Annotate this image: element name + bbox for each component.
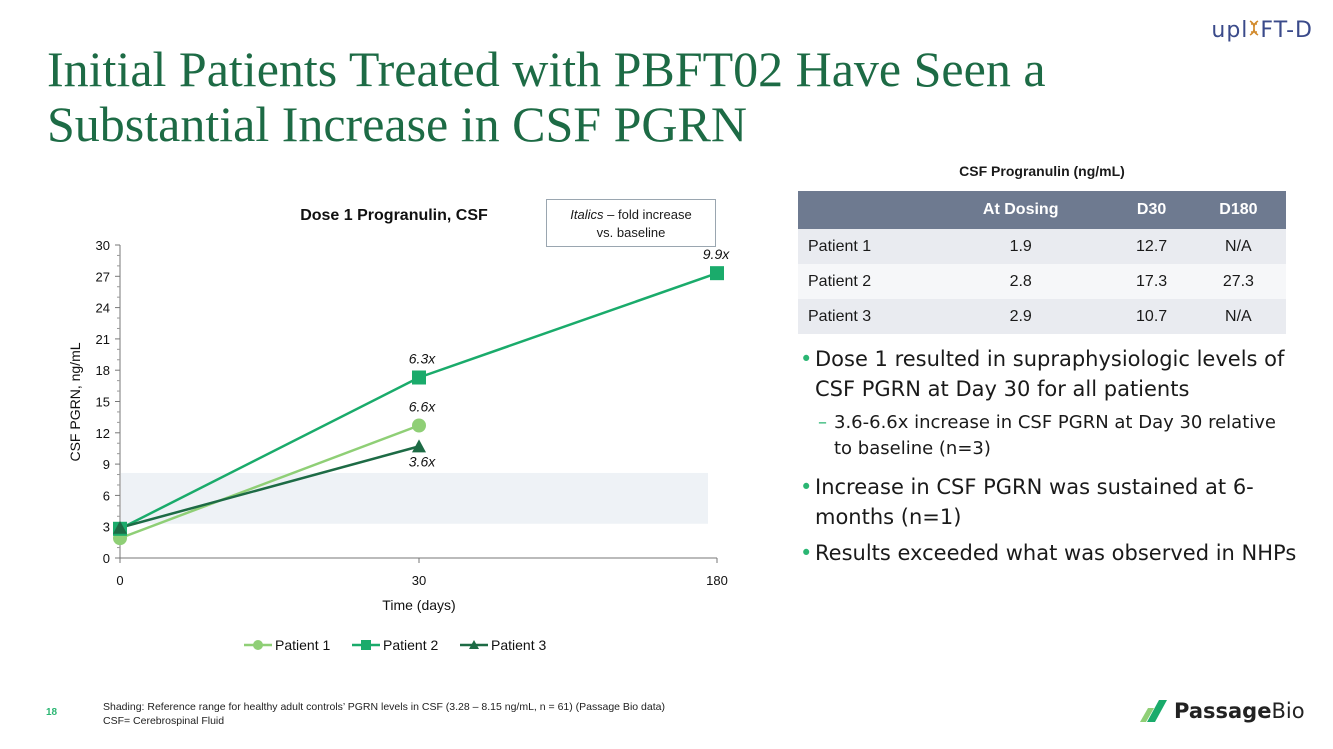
title-line-1: Initial Patients Treated with PBFT02 Hav… [47,41,1046,97]
page-number: 18 [46,707,58,718]
data-point [361,640,371,650]
subbullet-fold: 3.6-6.6x increase in CSF PGRN at Day 30 … [798,410,1298,462]
title-line-2: Substantial Increase in CSF PGRN [47,96,747,152]
table-row: Patient 2 2.8 17.3 27.3 [798,264,1286,299]
y-tick-label: 27 [96,269,110,284]
y-tick-label: 18 [96,363,110,378]
bullet-sustained: Increase in CSF PGRN was sustained at 6-… [798,472,1298,532]
data-point [412,370,426,385]
fold-increase-label: 3.6x [409,453,436,469]
x-axis-label: Time (days) [382,597,455,613]
legend-item: Patient 3 [460,637,546,653]
chart-title: Dose 1 Progranulin, CSF [300,207,488,224]
key-findings: Dose 1 resulted in supraphysiologic leve… [798,344,1298,574]
table-cell: 27.3 [1222,272,1254,290]
y-tick-label: 21 [96,332,110,347]
table-caption: CSF Progranulin (ng/mL) [959,163,1125,179]
table-header-cell [798,191,929,229]
table-cell: 2.8 [1009,272,1032,290]
logo-light: Bio [1271,699,1305,723]
y-tick-label: 6 [103,488,110,503]
x-tick-label: 30 [412,573,426,588]
data-point [469,640,479,649]
footnote-line1: Shading: Reference range for healthy adu… [103,701,665,713]
y-tick-label: 0 [103,551,110,566]
footnote-line2: CSF= Cerebrospinal Fluid [103,715,225,727]
data-point [412,439,426,453]
footnote: Shading: Reference range for healthy adu… [103,700,665,728]
y-tick-label: 9 [103,457,110,472]
fold-increase-label: 6.6x [409,398,436,414]
page-title: Initial Patients Treated with PBFT02 Hav… [47,42,1197,152]
series-line [119,424,420,540]
fold-increase-note: Italics – fold increase vs. baseline [546,199,716,247]
brand-text-2: FT-D [1260,18,1313,43]
table-header-row: At Dosing D30 D180 [798,191,1286,229]
brand-text-1: upl [1211,18,1249,43]
y-tick-label: 12 [96,426,110,441]
table-cell: Patient 1 [808,237,872,255]
fold-increase-label: 6.3x [409,351,436,367]
dna-helix-icon [1248,18,1260,43]
y-axis-label: CSF PGRN, ng/mL [67,342,83,461]
table-header-cell: D30 [1112,191,1191,229]
x-tick-label: 180 [706,573,728,588]
data-point [710,266,724,281]
y-tick-label: 3 [103,520,110,535]
series-line [119,445,420,529]
table-cell: 12.7 [1136,237,1168,255]
table-cell: N/A [1225,237,1252,255]
y-tick-label: 24 [96,301,110,316]
logo-bold: Passage [1174,699,1272,723]
bullet-nhp: Results exceeded what was observed in NH… [798,538,1298,568]
note-line2: vs. baseline [596,225,666,240]
bullet-dose1: Dose 1 resulted in supraphysiologic leve… [798,344,1298,404]
data-point [253,640,263,650]
note-italic: Italics [570,207,604,222]
table-row: Patient 1 1.9 12.7 N/A [798,229,1286,264]
y-tick-label: 30 [96,238,110,253]
table-row: Patient 3 2.9 10.7 N/A [798,299,1286,334]
logo-wordmark: PassageBio [1174,699,1305,723]
line-chart: Dose 1 Progranulin, CSF 0 3 6 9 12 15 18 21 24 27… [67,207,730,653]
legend-item: Patient 2 [352,637,438,653]
company-logo: PassageBio [1140,698,1305,724]
table-cell: 2.9 [1009,307,1032,325]
table-cell: 17.3 [1136,272,1168,290]
note-rest: – fold increase [603,207,692,222]
progranulin-table: At Dosing D30 D180 Patient 1 1.9 12.7 N/… [798,191,1286,334]
y-tick-label: 15 [96,395,110,410]
legend-label: Patient 3 [491,637,546,653]
table-cell: Patient 2 [808,272,872,290]
reference-range-band [121,472,708,524]
data-point [113,520,127,534]
legend-item: Patient 1 [244,637,330,653]
table-cell: 1.9 [1009,237,1032,255]
table-cell: Patient 3 [808,307,872,325]
passage-bio-mark-icon [1140,700,1167,722]
table-cell: N/A [1225,307,1252,325]
brand-logo: upl FT-D [1211,18,1313,43]
legend-label: Patient 1 [275,637,330,653]
table-header-cell: At Dosing [929,191,1113,229]
table-cell: 10.7 [1136,307,1168,325]
x-tick-label: 0 [116,573,123,588]
data-point [412,418,426,433]
table-header-cell: D180 [1190,191,1286,229]
legend-label: Patient 2 [383,637,438,653]
fold-increase-label: 9.9x [703,246,730,262]
